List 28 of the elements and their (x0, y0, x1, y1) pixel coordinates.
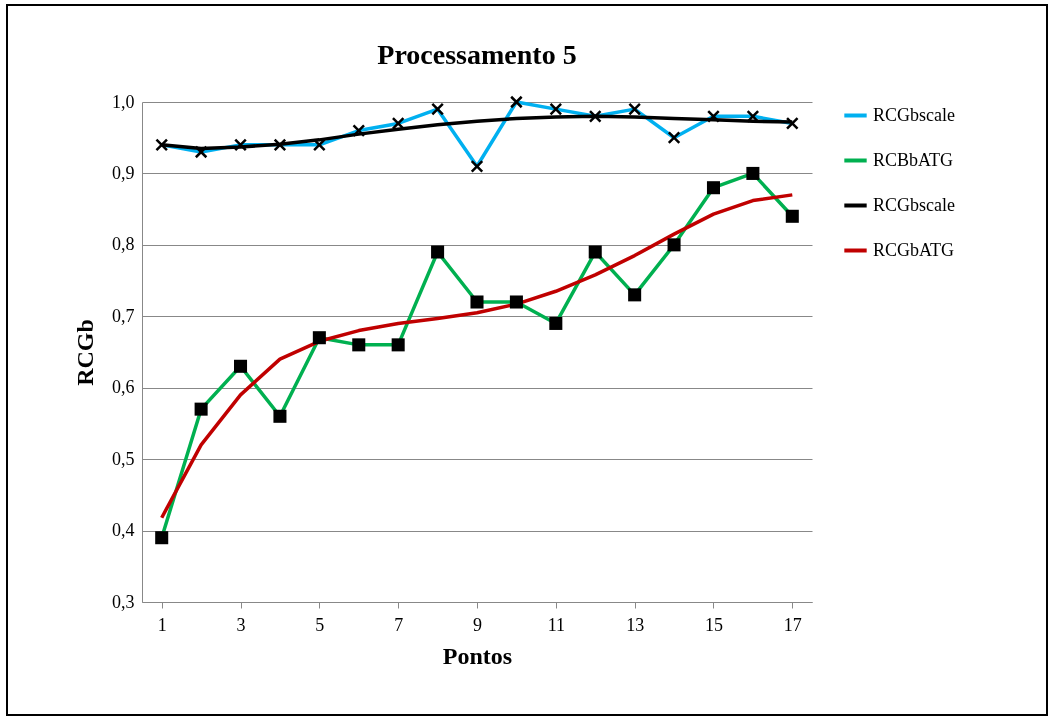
x-tick-label: 5 (315, 614, 325, 635)
legend-label: RCGbscale (873, 104, 955, 125)
legend-label: RCGbscale (873, 194, 955, 215)
y-tick-label: 0,9 (112, 162, 135, 183)
x-tick-label: 1 (157, 614, 167, 635)
x-tick-label: 13 (626, 614, 645, 635)
x-tick-label: 11 (547, 614, 565, 635)
y-axis-title: RCGb (72, 319, 98, 386)
x-tick-label: 15 (704, 614, 723, 635)
point (785, 116, 799, 130)
x-tick-label: 17 (783, 614, 802, 635)
x-tick-label: 7 (394, 614, 404, 635)
x-tick-label: 9 (473, 614, 482, 635)
y-tick-label: 0,7 (112, 305, 135, 326)
x-axis-title: Pontos (442, 642, 513, 669)
point (273, 138, 287, 152)
legend-label: RCGbATG (873, 239, 955, 260)
y-tick-label: 0,5 (112, 448, 135, 469)
chart-title: Processamento 5 (377, 38, 577, 70)
x-tick-label: 3 (236, 614, 246, 635)
y-tick-label: 0,4 (112, 520, 135, 541)
legend-label: RCBbATG (873, 149, 954, 170)
point (155, 138, 169, 152)
y-tick-label: 0,8 (112, 234, 135, 255)
y-tick-label: 0,6 (112, 377, 135, 398)
y-tick-label: 0,3 (112, 591, 135, 612)
point (588, 109, 602, 123)
y-tick-label: 1,0 (112, 91, 135, 112)
